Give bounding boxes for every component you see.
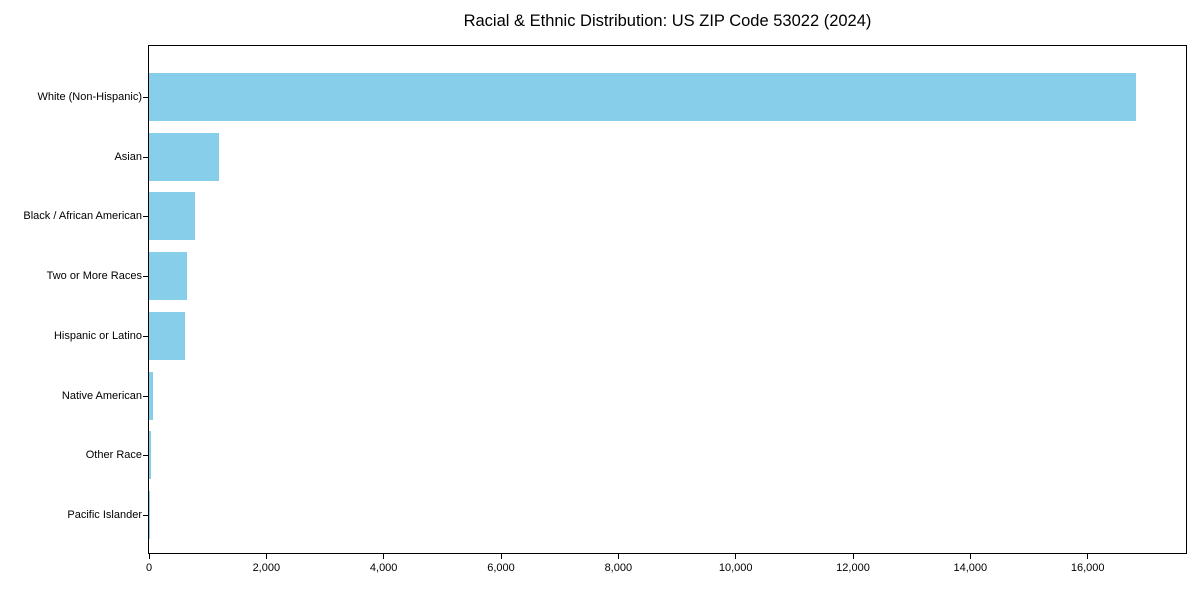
x-tick-label: 8,000	[604, 562, 633, 574]
x-tick-label: 14,000	[953, 562, 988, 574]
x-tick-mark	[735, 554, 737, 559]
x-tick-mark	[148, 554, 150, 559]
y-tick-mark	[143, 455, 148, 457]
chart-title: Racial & Ethnic Distribution: US ZIP Cod…	[463, 12, 872, 30]
bar	[149, 73, 1137, 121]
x-tick-label: 16,000	[1070, 562, 1105, 574]
y-axis-label: Native American	[61, 389, 142, 402]
y-axis-label: Asian	[114, 150, 142, 163]
x-tick-label: 6,000	[487, 562, 515, 574]
x-tick-mark	[265, 554, 267, 559]
x-tick-mark	[617, 554, 619, 559]
y-axis-label: Two or More Races	[46, 270, 142, 283]
bar	[149, 311, 185, 360]
y-axis-label: Black / African American	[23, 210, 142, 223]
plot-area	[148, 45, 1187, 554]
y-tick-mark	[143, 335, 148, 337]
x-tick-label: 10,000	[718, 562, 753, 574]
x-tick-mark	[500, 554, 502, 559]
x-tick-label: 0	[145, 562, 153, 574]
bar	[149, 132, 220, 181]
x-tick-label: 4,000	[369, 562, 398, 574]
bar	[149, 192, 196, 241]
bar	[149, 252, 188, 301]
y-tick-mark	[143, 276, 148, 278]
bar	[149, 431, 152, 480]
y-tick-mark	[143, 514, 148, 516]
x-tick-label: 12,000	[836, 562, 870, 574]
x-tick-mark	[852, 554, 854, 559]
y-tick-mark	[143, 216, 148, 218]
y-axis-label: Other Race	[85, 449, 142, 462]
x-tick-mark	[1087, 554, 1089, 559]
y-tick-mark	[143, 156, 148, 158]
y-tick-mark	[143, 395, 148, 397]
y-axis-label: Hispanic or Latino	[53, 329, 142, 342]
x-tick-mark	[383, 554, 385, 559]
bar	[149, 371, 154, 420]
x-tick-mark	[969, 554, 971, 559]
y-axis-label: Pacific Islander	[67, 508, 142, 521]
y-axis-label: White (Non-Hispanic)	[37, 91, 142, 103]
x-tick-label: 2,000	[252, 562, 281, 574]
y-tick-mark	[143, 97, 148, 98]
